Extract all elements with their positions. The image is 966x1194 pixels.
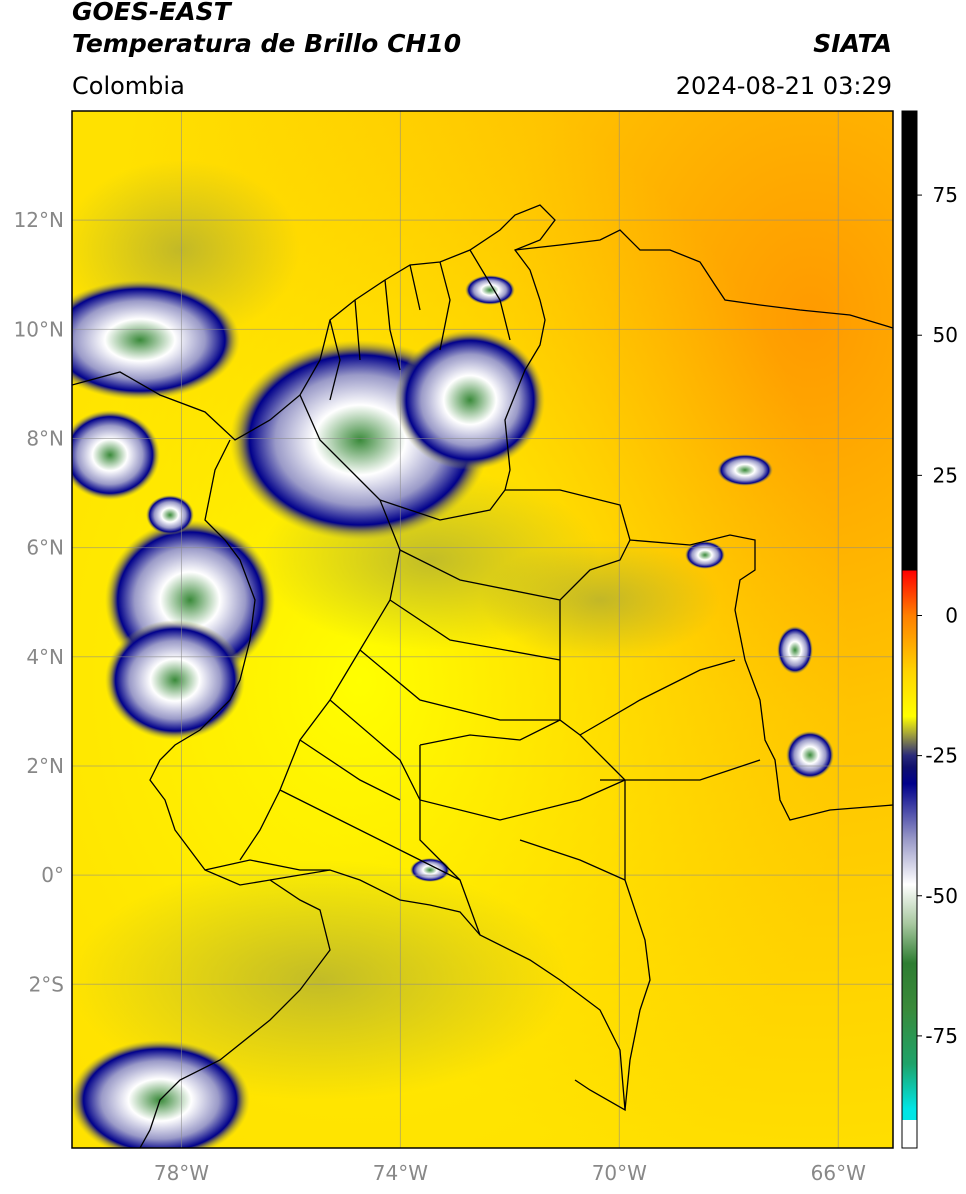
lat-tick-label: 2°N: [26, 754, 64, 778]
latitude-labels: 12°N 10°N 8°N 6°N 4°N 2°N 0° 2°S: [14, 208, 64, 996]
storm-cell-south: [410, 858, 450, 882]
storm-cell-pacific-south: [105, 620, 245, 740]
storm-cell-west: [72, 410, 160, 500]
colorbar-ticks: 75 50 25 0 -25 -50 -75: [917, 183, 958, 1048]
lat-tick-label: 12°N: [14, 208, 64, 232]
colorbar-tick-label: 0: [945, 603, 958, 627]
internal-departments-2: [279, 489, 626, 936]
map-frame: [71, 110, 894, 1149]
map-gridlines: [72, 111, 893, 1148]
colorbar-tick-label: -50: [925, 884, 958, 908]
internal-departments-3: [419, 659, 761, 881]
title-line-2: Temperatura de Brillo CH10: [72, 29, 462, 58]
region-label: Colombia: [72, 72, 185, 100]
border-colombia-ecuador: [204, 859, 330, 871]
storm-cell-venezuela: [717, 454, 773, 486]
border-colombia-peru: [269, 869, 626, 1112]
storm-cell-small: [146, 495, 194, 535]
lon-tick-label: 66°W: [811, 1161, 866, 1185]
storm-cell-guajira: [465, 275, 515, 305]
lat-tick-label: 4°N: [26, 645, 64, 669]
lat-tick-label: 6°N: [26, 536, 64, 560]
timestamp: 2024-08-21 03:29: [675, 72, 892, 100]
lon-tick-label: 74°W: [373, 1161, 428, 1185]
colorbar-tick-label: 50: [933, 323, 958, 347]
colorbar-tick-label: 75: [933, 183, 958, 207]
lat-tick-label: 10°N: [14, 317, 64, 341]
cloud-haze-south: [72, 860, 570, 1100]
colorbar-tick-label: 25: [933, 463, 958, 487]
storm-cell-east: [786, 731, 834, 779]
country-borders: [72, 204, 893, 1148]
storm-cell-east-2: [777, 626, 813, 674]
coastline-caribbean: [72, 204, 556, 491]
border-colombia-venezuela: [505, 489, 893, 821]
coastline-pacific: [139, 439, 331, 1148]
title-line-1: GOES-EAST: [72, 0, 231, 26]
colorbar-gradient: [902, 111, 917, 1148]
lon-tick-label: 70°W: [592, 1161, 647, 1185]
storm-cell-caribbean: [72, 280, 240, 400]
longitude-labels: 78°W 74°W 70°W 66°W: [154, 1161, 866, 1185]
colorbar: 75 50 25 0 -25 -50 -75: [901, 110, 958, 1149]
border-colombia-brazil: [559, 539, 651, 1111]
map-panel: [72, 111, 893, 1148]
internal-departments-1: [239, 394, 401, 861]
colorbar-tick-label: -25: [925, 744, 958, 768]
brand-label: SIATA: [813, 29, 892, 58]
lat-tick-label: 0°: [41, 863, 64, 887]
lat-tick-label: 8°N: [26, 426, 64, 450]
internal-departments-4: [329, 249, 511, 401]
coastline-venezuela: [514, 229, 893, 329]
colorbar-tick-label: -75: [925, 1024, 958, 1048]
colorbar-frame: [901, 110, 918, 1149]
lat-tick-label: 2°S: [29, 972, 64, 996]
lon-tick-label: 78°W: [154, 1161, 209, 1185]
storm-cell-northeast: [395, 330, 545, 470]
